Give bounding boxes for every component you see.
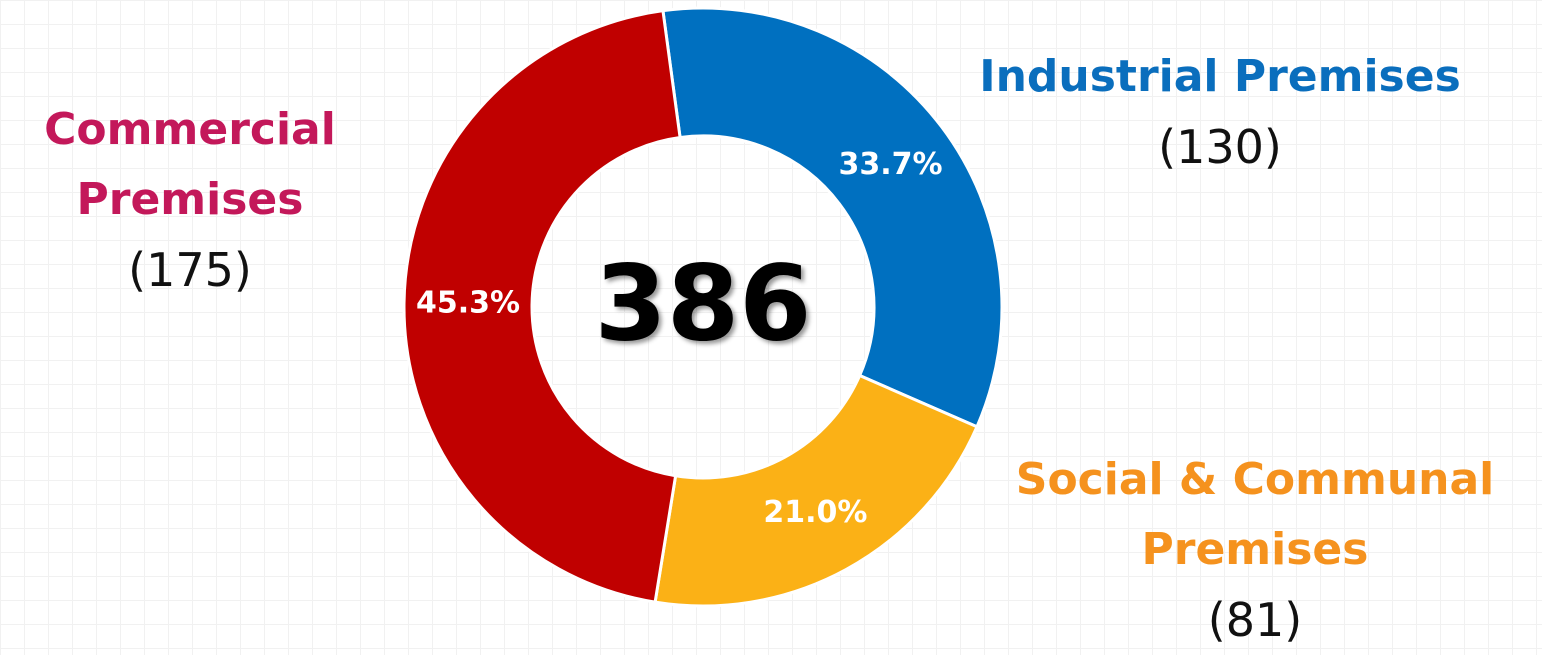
category-name: Industrial Premises — [979, 51, 1461, 102]
total-label: 386 — [594, 242, 811, 364]
percent-label: 45.3% — [416, 285, 520, 320]
count-label: (130) — [1158, 120, 1282, 174]
percent-label: 33.7% — [839, 147, 943, 182]
category-label: Commercial Premises (175) — [0, 95, 380, 305]
count-label: (81) — [1207, 593, 1303, 647]
donut-slice — [402, 9, 682, 604]
category-name: Social & Communal Premises — [1015, 454, 1495, 575]
donut-slice — [653, 373, 979, 608]
count-label: (175) — [128, 243, 252, 297]
category-name: Commercial Premises — [44, 104, 336, 225]
category-label: Industrial Premises (130) — [940, 42, 1500, 182]
category-label: Social & Communal Premises (81) — [960, 445, 1542, 655]
percent-label: 21.0% — [763, 495, 867, 530]
donut-slice — [661, 6, 1004, 429]
